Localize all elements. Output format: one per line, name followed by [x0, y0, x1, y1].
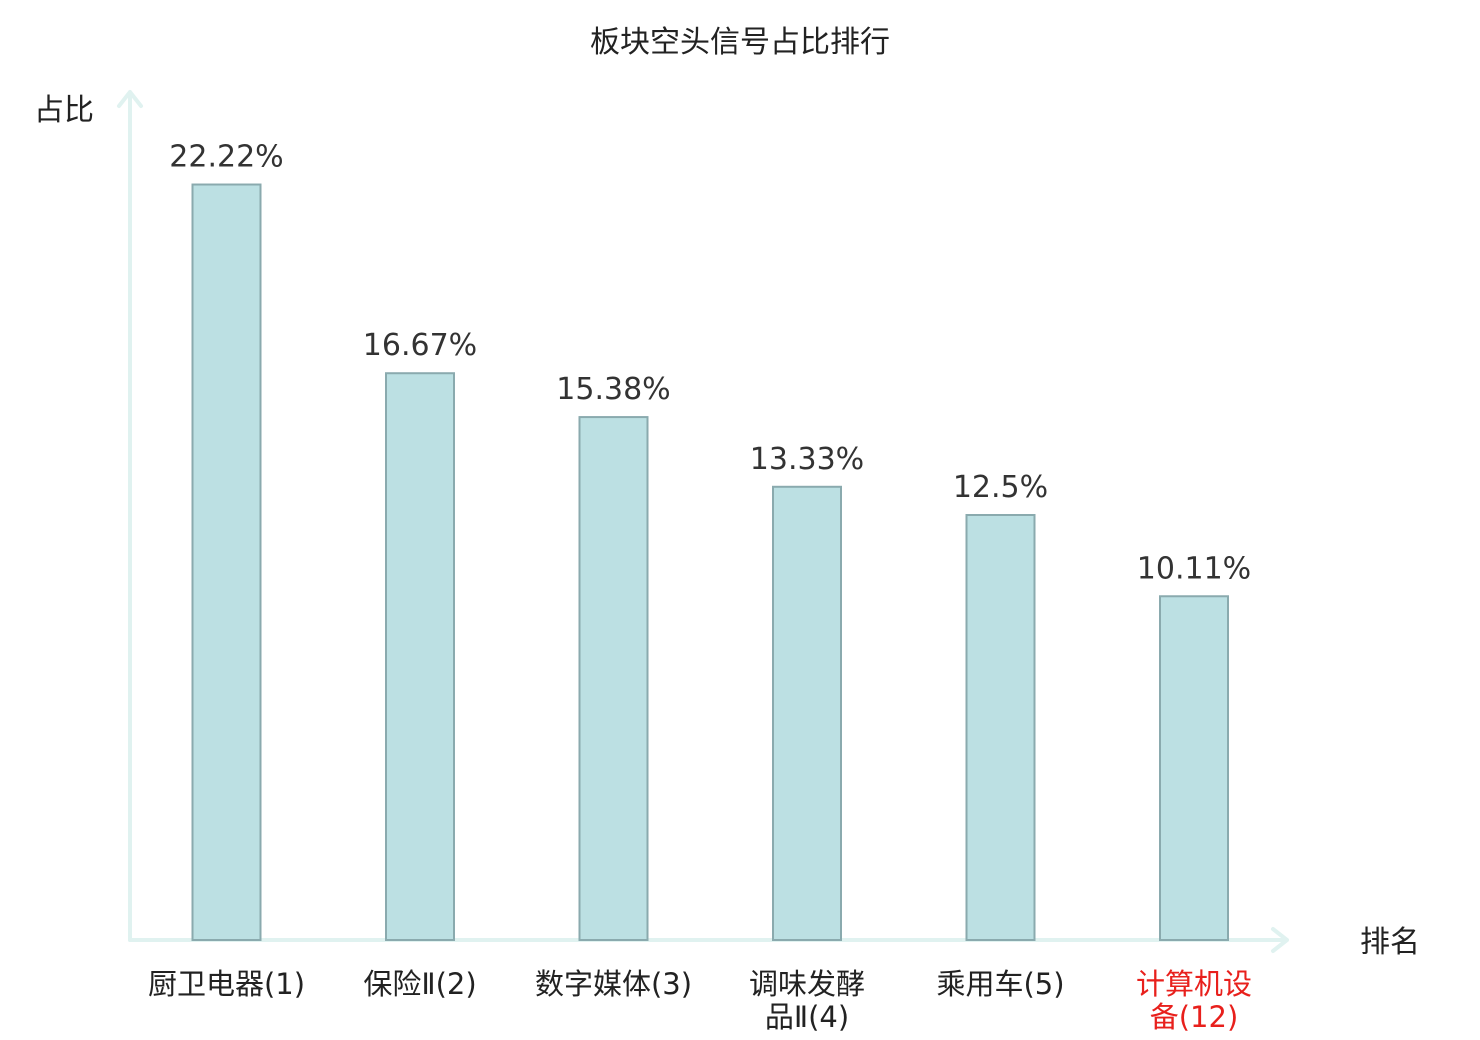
- x-tick-label: 品Ⅱ(4): [765, 1000, 849, 1034]
- x-tick-label: 保险Ⅱ(2): [363, 967, 476, 1001]
- x-tick-label: 备(12): [1150, 1000, 1239, 1034]
- x-axis: [128, 927, 1289, 953]
- bar: [191, 183, 262, 941]
- y-axis-title: 占比: [34, 93, 94, 128]
- x-tick-label: 调味发酵: [749, 967, 865, 1001]
- bar-value-label: 10.11%: [1137, 551, 1251, 586]
- bars-group: [191, 183, 1229, 942]
- x-tick-label: 厨卫电器(1): [148, 967, 305, 1001]
- bar: [385, 372, 455, 942]
- bar: [772, 485, 842, 941]
- bar-value-label: 12.5%: [953, 470, 1048, 505]
- bar-value-label: 22.22%: [169, 140, 283, 175]
- bar: [1159, 595, 1229, 941]
- bar-value-label: 13.33%: [750, 442, 864, 477]
- bar-value-label: 16.67%: [363, 328, 477, 363]
- x-tick-label: 乘用车(5): [936, 967, 1064, 1001]
- y-axis: [117, 90, 143, 942]
- bar-value-label: 15.38%: [556, 372, 670, 407]
- chart-title: 板块空头信号占比排行: [590, 25, 890, 60]
- value-labels-group: 22.22% 16.67% 15.38% 13.33% 12.5% 10.11%: [169, 140, 1251, 587]
- x-tick-label: 计算机设: [1136, 967, 1252, 1001]
- x-tick-label: 数字媒体(3): [535, 967, 692, 1001]
- x-axis-title: 排名: [1360, 925, 1420, 960]
- bar: [578, 416, 649, 941]
- bar: [965, 514, 1036, 941]
